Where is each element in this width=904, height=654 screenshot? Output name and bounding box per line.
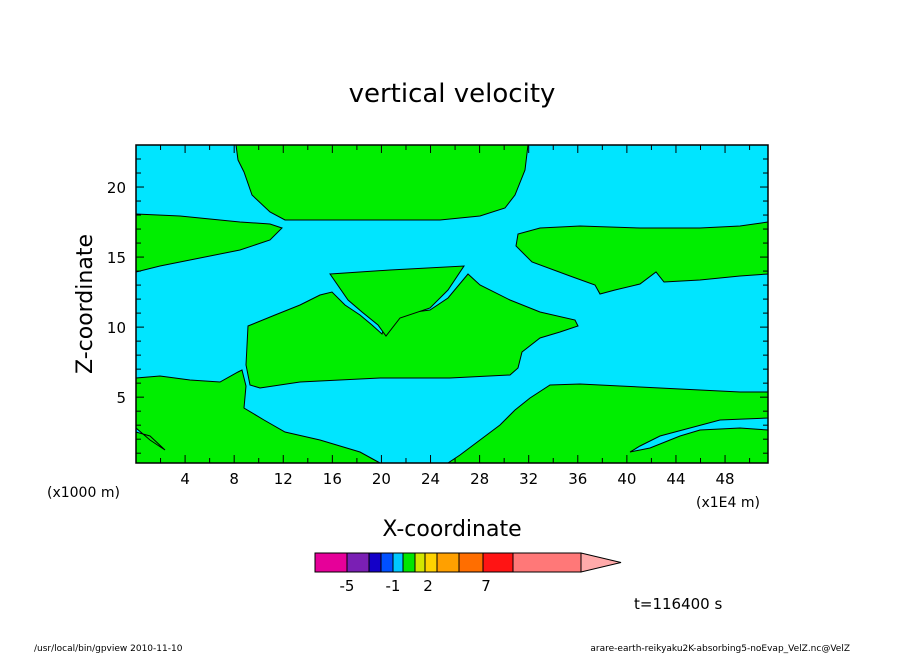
lower-left-positive-region [135, 369, 381, 464]
colorbar-segment [436, 552, 460, 573]
footer-right: arare-earth-reikyaku2K-absorbing5-noEvap… [590, 644, 850, 654]
x-tick-label: 12 [274, 470, 293, 488]
colorbar-segment [368, 552, 382, 573]
footer-left: /usr/local/bin/gpview 2010-11-10 [34, 644, 183, 654]
colorbar-segment [346, 552, 370, 573]
x-unit-right: (x1E4 m) [696, 495, 760, 511]
x-tick-label: 8 [229, 470, 239, 488]
x-tick-label: 44 [666, 470, 685, 488]
x-tick-label: 20 [372, 470, 391, 488]
colorbar-segment [424, 552, 438, 573]
x-axis-label: X-coordinate [382, 517, 521, 542]
colorbar-label: -1 [386, 577, 401, 595]
x-tick-label: 24 [421, 470, 440, 488]
colorbar-segment [482, 552, 514, 573]
y-tick-label: 5 [116, 389, 126, 407]
x-axis-tick-labels: 4 8 12 16 20 24 28 32 36 40 44 48 [180, 470, 734, 488]
positive-velocity-regions [135, 144, 769, 464]
colorbar-label: 2 [423, 577, 433, 595]
x-tick-label: 48 [716, 470, 735, 488]
colorbar-segment [414, 552, 426, 573]
chart-title: vertical velocity [349, 79, 556, 109]
x-tick-label: 40 [617, 470, 636, 488]
y-axis-ticks [136, 158, 768, 454]
colorbar-segment [392, 552, 404, 573]
upper-right-positive-region [515, 221, 769, 295]
y-axis-tick-labels: 5 10 15 20 [107, 179, 126, 407]
x-tick-label: 28 [470, 470, 489, 488]
colorbar-label: -5 [340, 577, 355, 595]
colorbar-labels: -5 -1 2 7 [340, 577, 491, 595]
colorbar-segment [402, 552, 416, 573]
colorbar-segment [458, 552, 484, 573]
central-upper-positive-lobe [329, 265, 465, 337]
y-tick-label: 10 [107, 319, 126, 337]
colorbar [314, 552, 622, 573]
x-axis-ticks [160, 145, 751, 463]
x-tick-label: 4 [180, 470, 190, 488]
central-positive-region [245, 273, 579, 389]
colorbar-arrow [580, 552, 622, 573]
x-tick-label: 36 [568, 470, 587, 488]
y-tick-label: 20 [107, 179, 126, 197]
x-tick-label: 32 [519, 470, 538, 488]
colorbar-segment [314, 552, 348, 573]
colorbar-segment [380, 552, 394, 573]
y-tick-label: 15 [107, 249, 126, 267]
x-tick-label: 16 [323, 470, 342, 488]
plot-frame [135, 144, 769, 464]
x-unit-left: (x1000 m) [47, 485, 120, 501]
y-axis-label: Z-coordinate [73, 234, 98, 374]
upper-center-positive-region [235, 144, 529, 221]
colorbar-label: 7 [481, 577, 491, 595]
upper-left-positive-region [135, 213, 283, 273]
time-stamp: t=116400 s [634, 595, 722, 613]
colorbar-segment [512, 552, 582, 573]
